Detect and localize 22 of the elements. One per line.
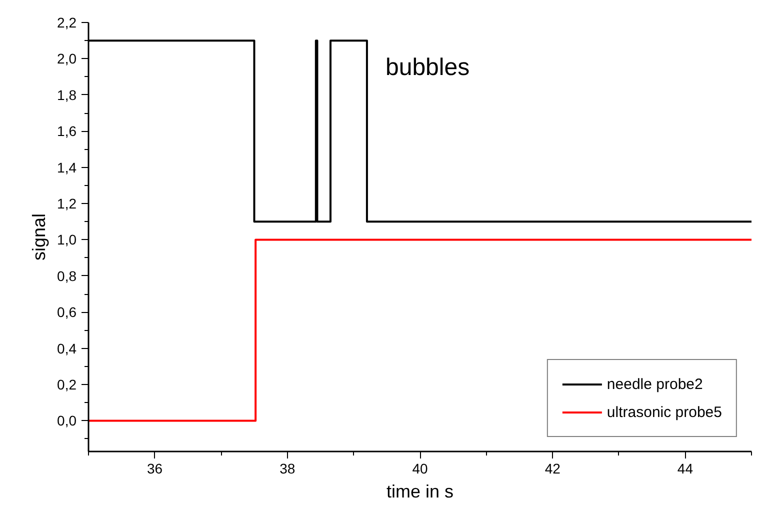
y-axis-title: signal <box>29 213 50 261</box>
y-tick-label: 1,2 <box>57 196 77 212</box>
x-tick-label: 38 <box>280 460 296 476</box>
y-tick-label: 1,0 <box>57 232 77 248</box>
y-tick-label: 1,8 <box>57 86 77 103</box>
x-tick-label: 36 <box>147 460 163 476</box>
x-tick-label: 40 <box>412 460 428 476</box>
y-tick-label: 1,4 <box>57 159 77 176</box>
y-tick-label: 0,0 <box>57 412 77 429</box>
x-axis-title: time in s <box>386 482 454 502</box>
legend-label: ultrasonic probe5 <box>606 404 722 420</box>
y-tick-label: 0,8 <box>57 268 77 284</box>
legend-label: needle probe2 <box>606 376 703 392</box>
y-tick-label: 0,2 <box>57 376 77 393</box>
x-tick-label: 44 <box>677 460 694 476</box>
y-tick-label: 2,0 <box>57 50 77 67</box>
y-tick-label: 1,6 <box>57 123 77 140</box>
annotation: bubbles <box>386 54 470 81</box>
y-tick-label: 2,2 <box>57 14 77 30</box>
y-tick-label: 0,6 <box>57 304 77 320</box>
y-tick-label: 0,4 <box>57 340 77 356</box>
x-tick-label: 42 <box>544 460 561 476</box>
